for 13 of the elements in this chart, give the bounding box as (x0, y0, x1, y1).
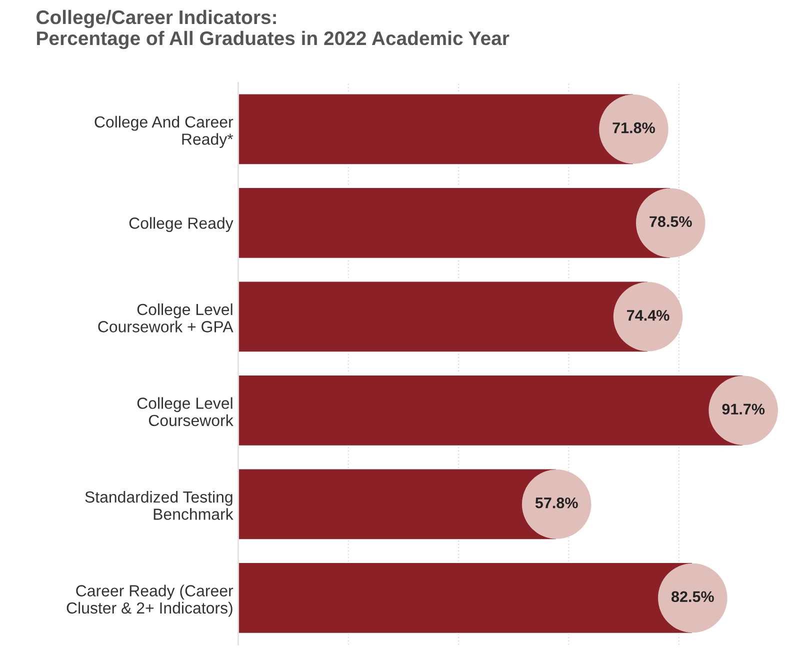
y-tick-label: College Ready (129, 217, 234, 232)
data-label: 57.8% (535, 497, 578, 508)
data-label: 82.5% (671, 591, 714, 602)
y-tick-label: College Level Coursework + GPA (98, 303, 234, 332)
data-label: 78.5% (650, 216, 692, 227)
y-tick-label: Career Ready (Career Cluster & 2+ Indicators) (66, 584, 234, 617)
y-tick-label: College Level Coursework (137, 397, 234, 426)
y-tick-label: Standardized Testing Benchmark (85, 490, 234, 520)
data-label: 71.8% (612, 122, 655, 134)
chart-title: College/Career Indicators: Percentage of All Graduates in 2022 Academic Year (36, 10, 510, 50)
y-tick-label: College And Career Ready* (94, 116, 234, 148)
data-label: 91.7% (722, 404, 765, 415)
data-label: 74.4% (627, 310, 670, 321)
